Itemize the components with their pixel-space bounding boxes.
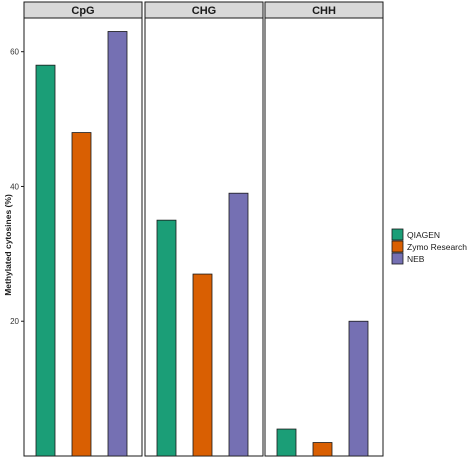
legend-swatch xyxy=(391,228,404,241)
y-axis-title: Methylated cytosines (%) xyxy=(3,194,13,296)
facet-chh: CHH xyxy=(264,1,384,457)
facet-cpg: CpG xyxy=(23,1,143,457)
bar-cpg-qiagen xyxy=(35,64,56,457)
legend-label: QIAGEN xyxy=(407,230,440,240)
legend-swatch xyxy=(391,240,404,253)
bar-cpg-zymo-research xyxy=(71,132,92,457)
y-tick-label: 20 xyxy=(10,317,19,326)
y-tick-label: 60 xyxy=(10,48,19,57)
legend: QIAGEN Zymo Research NEB xyxy=(391,228,467,265)
legend-label: NEB xyxy=(407,254,425,264)
facet-strip-label: CpG xyxy=(71,5,94,17)
facet-strip-label: CHH xyxy=(312,5,336,17)
bar-chh-zymo-research xyxy=(312,442,333,457)
facet-chg: CHG xyxy=(144,1,264,457)
y-tick-label: 40 xyxy=(10,182,19,191)
legend-label: Zymo Research xyxy=(407,242,467,252)
facet-panels: CpG CHG CHH xyxy=(23,1,384,457)
legend-swatch xyxy=(391,252,404,265)
bar-chg-zymo-research xyxy=(192,273,213,457)
bar-chg-neb xyxy=(228,192,249,457)
y-axis: 20 40 60 xyxy=(10,48,24,326)
facet-strip-label: CHG xyxy=(192,5,216,17)
bar-chh-neb xyxy=(348,320,369,457)
bar-chg-qiagen xyxy=(156,219,177,457)
bar-chh-qiagen xyxy=(276,428,297,457)
bar-cpg-neb xyxy=(107,31,128,457)
